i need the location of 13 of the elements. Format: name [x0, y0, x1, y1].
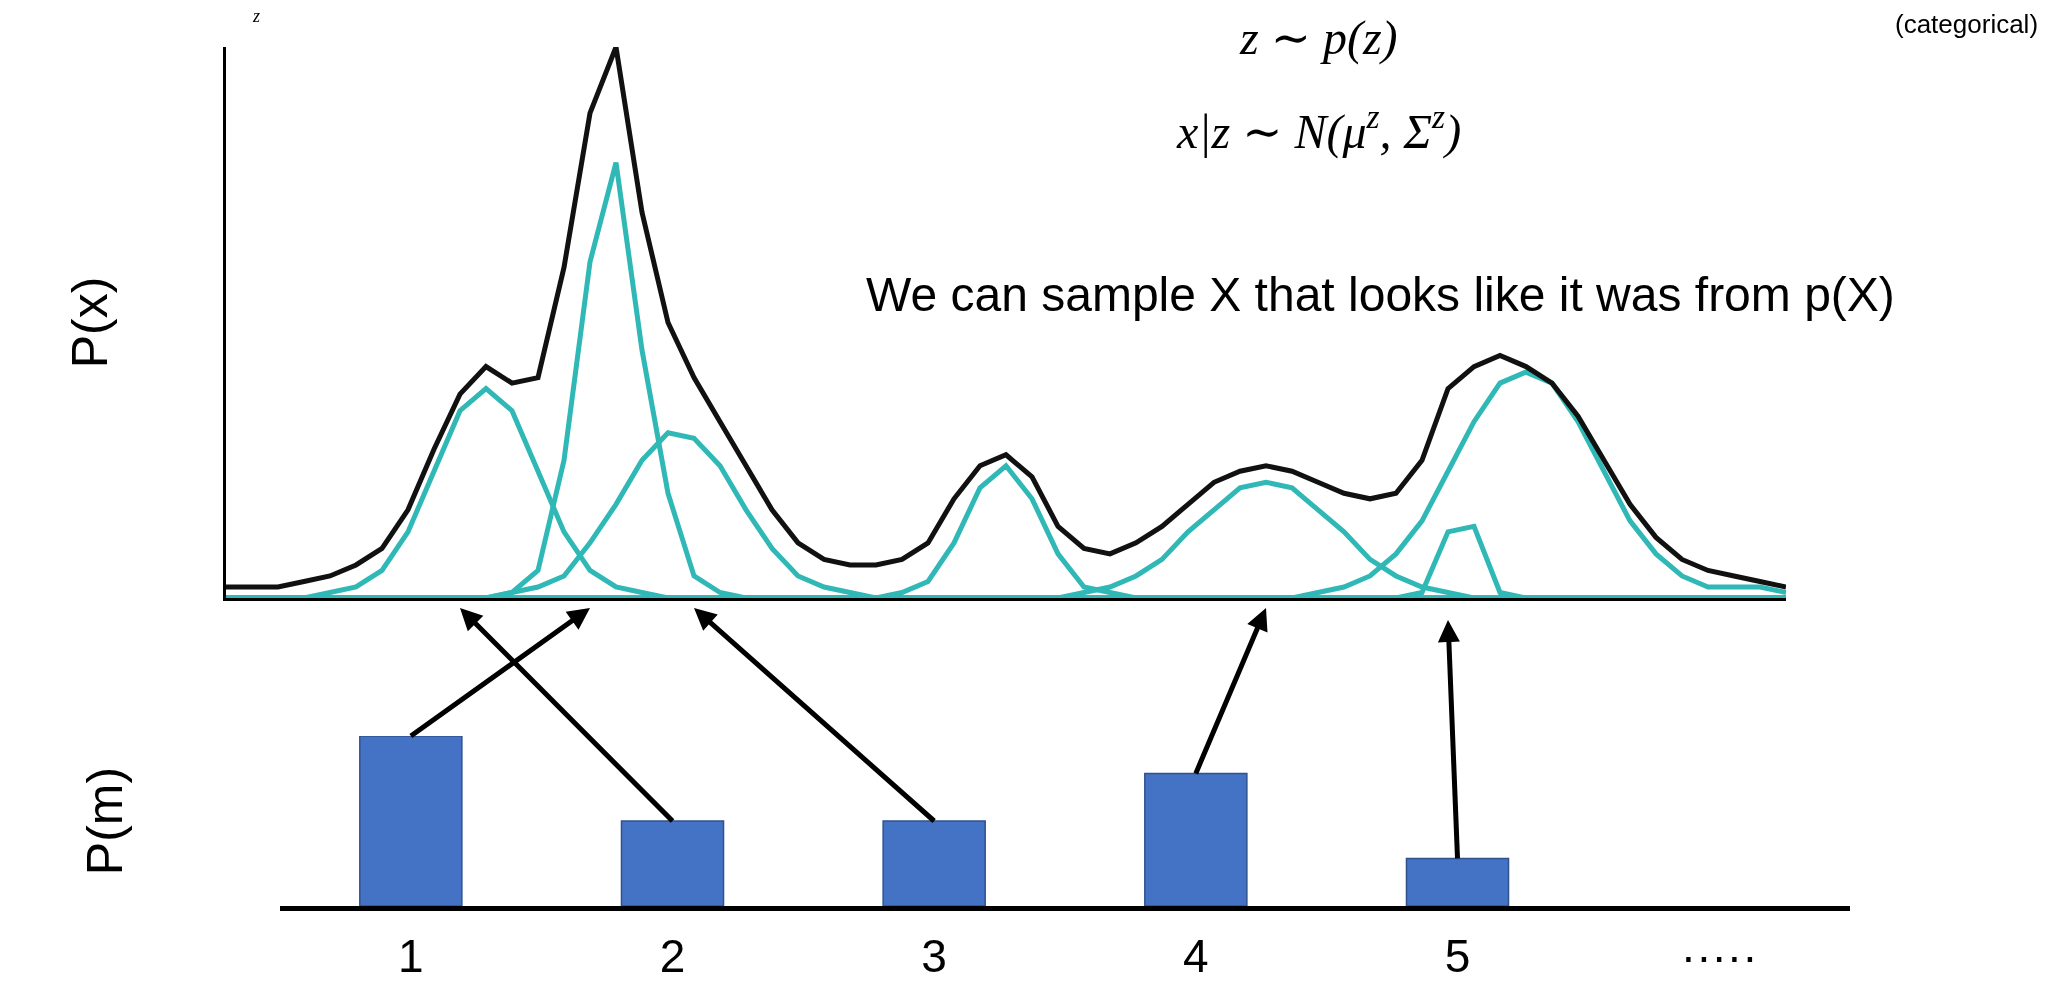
x-tick-label: 1	[398, 930, 424, 983]
y-axis-title: P(x)	[62, 276, 118, 369]
x-tick-label: 2	[659, 930, 686, 983]
text: (categorical)	[1895, 9, 2039, 39]
text: z	[252, 6, 261, 26]
annotation: We can sample X that looks like it was from p(X)	[866, 268, 1895, 321]
y-axis-title: P(m)	[77, 766, 133, 876]
annotation: z ∼ p(z)	[1239, 11, 1398, 65]
annotation: x|z ∼ N(μ$^{z}$, Σ$^{z}$)	[1176, 98, 1462, 160]
x-tick-label: 4	[1183, 930, 1209, 983]
x-tick-label: 5	[1444, 930, 1471, 983]
x-tick-label: 3	[921, 930, 947, 983]
x-tick-label: ·····	[1680, 930, 1758, 983]
